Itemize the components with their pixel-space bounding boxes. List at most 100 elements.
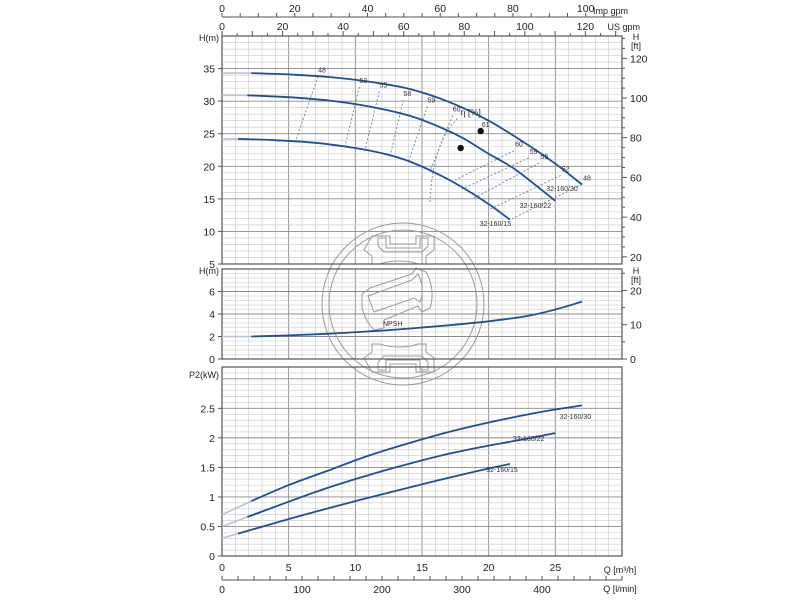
iso-efficiency-line: [294, 76, 319, 142]
imp-gpm-tick-label: 80: [507, 3, 519, 15]
efficiency-label: 55: [540, 154, 548, 161]
iso-efficiency-line: [408, 106, 428, 162]
iso-efficiency-line: [461, 157, 529, 190]
imp-gpm-tick-label: 40: [362, 3, 374, 15]
lmin-tick-label: 200: [373, 584, 391, 596]
y-tick-label: 2: [209, 433, 215, 445]
imp-gpm-tick-label: 0: [219, 3, 225, 15]
y-tick-label: 20: [203, 161, 215, 173]
y-right-tick-label: 10: [630, 320, 642, 332]
y-right-tick-label: 20: [630, 252, 642, 264]
y-tick-label: 2: [209, 332, 215, 344]
us-gpm-tick-label: 40: [337, 21, 349, 33]
imp-gpm-tick-label: 20: [289, 3, 301, 15]
y-tick-label: 1.5: [200, 462, 215, 474]
npsh-ft-h-label: H: [633, 266, 640, 276]
y-right-tick-label: 80: [630, 133, 642, 145]
y-tick-label: 6: [209, 287, 215, 299]
bep-point: [477, 127, 484, 135]
npsh-axis-title: H(m): [199, 266, 219, 276]
imp-gpm-tick-label: 100: [577, 3, 595, 15]
curve-32-160-15: [237, 138, 511, 221]
curve-32-160-15: [237, 463, 511, 535]
y-tick-label: 0.5: [200, 521, 215, 533]
iso-efficiency-line: [364, 91, 380, 152]
series-label: 32-160/15: [486, 467, 518, 474]
labels: Imp gpm US gpm Q [m³/h] Q [l/min] H(m) H…: [189, 6, 641, 594]
lmin-tick-label: 100: [293, 584, 311, 596]
imp-gpm-unit-label: Imp gpm: [593, 6, 628, 16]
x-tick-label: 0: [219, 562, 225, 574]
curves: [221, 72, 583, 540]
y-tick-label: 10: [203, 226, 215, 238]
y-right-tick-label: 60: [630, 172, 642, 184]
head-ft-h-label: H: [633, 32, 640, 42]
efficiency-label: 58: [403, 91, 411, 98]
curve-extension: [221, 500, 252, 516]
y-tick-label: 25: [203, 129, 215, 141]
efficiency-label: 59: [530, 149, 538, 156]
panel-power-frame: [221, 366, 623, 557]
y-right-tick-label: 20: [630, 285, 642, 297]
y-right-tick-label: 100: [630, 93, 648, 105]
us-gpm-tick-label: 80: [458, 21, 470, 33]
axes: 51015202530352040608010012002460102000.5…: [200, 3, 647, 596]
iso-efficiency-line: [429, 117, 459, 203]
series-label: 32-160/22: [520, 203, 552, 210]
series-label: 32-160/15: [480, 221, 512, 228]
head-ft-unit-label: [ft]: [631, 41, 641, 51]
series-label: 32-160/22: [513, 436, 545, 443]
y-right-tick-label: 120: [630, 53, 648, 65]
series-label: NPSH: [383, 321, 402, 328]
y-tick-label: 0: [209, 551, 215, 563]
x-tick-label: 25: [549, 562, 561, 574]
curve-32-160-30: [251, 72, 583, 186]
iso-efficiency-line: [488, 174, 561, 211]
eta-label: η [%]: [460, 107, 481, 117]
curve-npsh: [251, 300, 583, 338]
panel-head-grid: [221, 35, 623, 265]
head-axis-title: H(m): [199, 33, 219, 43]
lmin-tick-label: 400: [533, 584, 551, 596]
iso-efficiency-line: [389, 99, 404, 157]
series-label: 32-160/30: [560, 414, 592, 421]
y-tick-label: 5: [209, 259, 215, 271]
efficiency-label: 48: [318, 67, 326, 74]
panel-npsh-grid: [221, 268, 623, 360]
y-tick-label: 15: [203, 194, 215, 206]
y-right-tick-label: 0: [630, 354, 636, 366]
series-label: 32-160/30: [546, 186, 578, 193]
power-axis-title: P2(kW): [189, 370, 219, 380]
us-gpm-tick-label: 0: [219, 21, 225, 33]
efficiency-label: 60: [515, 142, 523, 149]
us-gpm-tick-label: 20: [277, 21, 289, 33]
us-gpm-tick-label: 60: [398, 21, 410, 33]
curve-32-160-30: [250, 404, 583, 502]
y-tick-label: 4: [209, 309, 215, 321]
x-tick-label: 5: [286, 562, 292, 574]
curve-extension: [221, 516, 248, 528]
iso-efficiency-line: [509, 184, 583, 221]
iso-efficiency-line: [344, 86, 360, 148]
efficiency-label: 52: [359, 78, 367, 85]
x-tick-label: 15: [416, 562, 428, 574]
q-lmin-unit-label: Q [l/min]: [603, 584, 637, 594]
lmin-tick-label: 300: [453, 584, 471, 596]
x-tick-label: 20: [483, 562, 495, 574]
us-gpm-tick-label: 100: [516, 21, 534, 33]
efficiency-label: 59: [427, 97, 435, 104]
y-tick-label: 30: [203, 96, 215, 108]
y-tick-label: 0: [209, 354, 215, 366]
x-tick-label: 10: [349, 562, 361, 574]
q-m3h-unit-label: Q [m³/h]: [604, 565, 637, 575]
panel-power-grid: [221, 366, 623, 557]
y-tick-label: 35: [203, 64, 215, 76]
curve-32-160-22: [247, 94, 556, 202]
npsh-ft-unit-label: [ft]: [631, 275, 641, 285]
efficiency-label: 52: [562, 166, 570, 173]
curve-extension: [221, 532, 239, 540]
efficiency-label: 61: [482, 122, 490, 129]
imp-gpm-tick-label: 60: [434, 3, 446, 15]
y-tick-label: 1: [209, 492, 215, 504]
